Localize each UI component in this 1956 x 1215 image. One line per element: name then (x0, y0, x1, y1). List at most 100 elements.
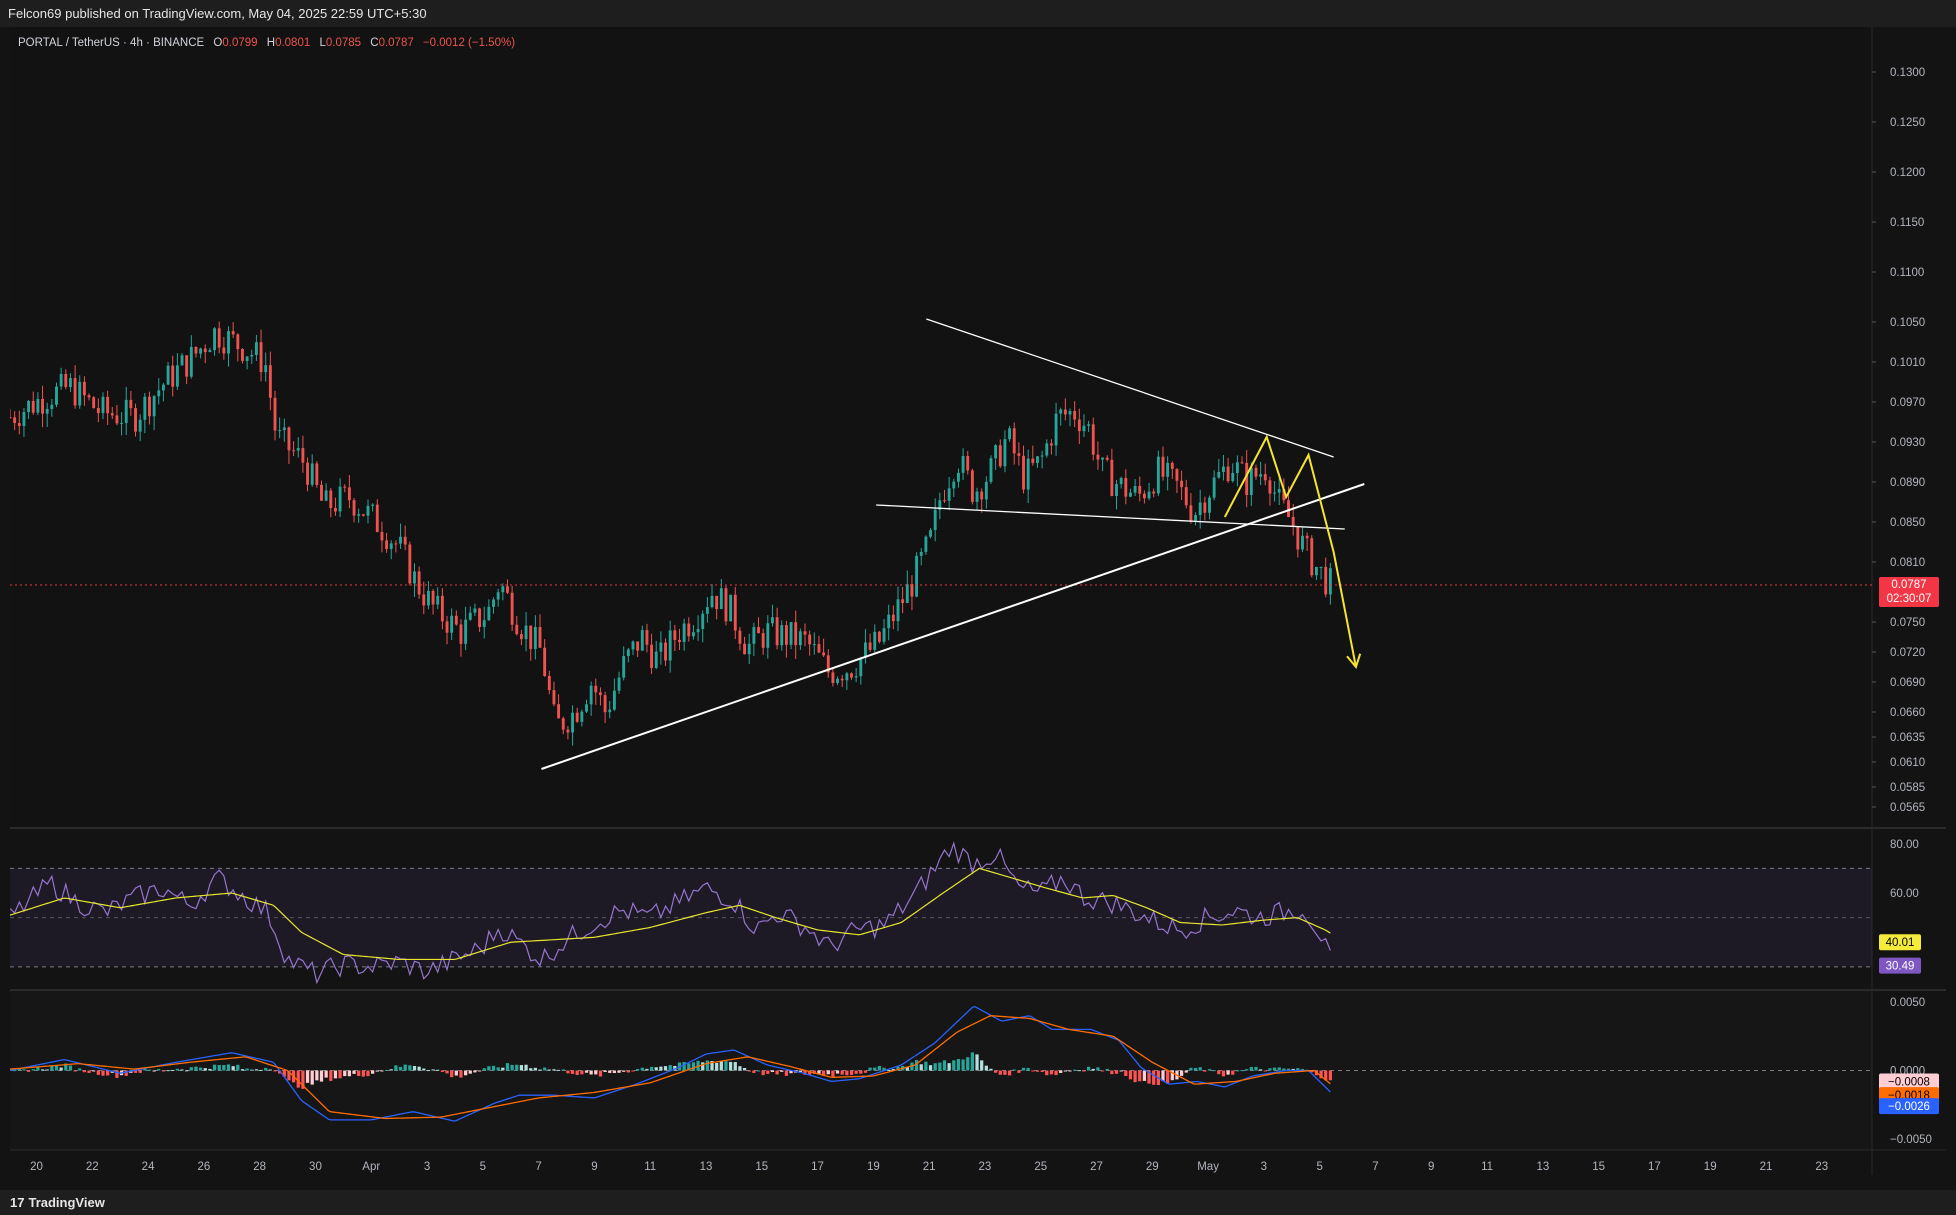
candle (273, 397, 277, 431)
candle (1226, 466, 1230, 482)
candle (1073, 410, 1077, 420)
candle (1328, 568, 1332, 595)
candle (241, 349, 244, 361)
candle (1147, 491, 1151, 499)
time-axis-label: 11 (1481, 1161, 1493, 1173)
candle (956, 472, 960, 482)
candle (361, 514, 365, 516)
candle (357, 514, 361, 516)
candle (612, 690, 616, 710)
candle (1301, 535, 1304, 550)
candle (1245, 463, 1249, 495)
macd-histogram-bar (747, 1070, 751, 1072)
macd-histogram-bar (296, 1070, 300, 1088)
macd-histogram-bar (389, 1069, 393, 1071)
candle (603, 695, 607, 713)
candle (408, 544, 412, 584)
macd-histogram-bar (198, 1067, 203, 1071)
candle (282, 427, 286, 431)
macd-histogram-bar (840, 1070, 844, 1075)
candle (761, 633, 765, 648)
chart-svg[interactable]: 0.1350 0.1300 0.1250 0.1200 0.1150 0.1100 0.10… (8, 17, 1956, 1190)
macd-histogram-bar (1161, 1070, 1165, 1082)
macd-histogram-bar (250, 1069, 254, 1071)
candle (1212, 477, 1216, 498)
candle (571, 712, 574, 733)
candle (403, 536, 407, 545)
time-axis-label: 27 (1090, 1161, 1103, 1173)
time-axis-label: 7 (535, 1161, 541, 1173)
macd-histogram-bar (236, 1064, 240, 1071)
candle (394, 543, 398, 545)
candle (389, 543, 393, 549)
chart-container[interactable]: 0.1350 0.1300 0.1250 0.1200 0.1150 0.1100 0.10… (8, 17, 1956, 1190)
macd-histogram-bar (515, 1064, 519, 1071)
macd-histogram-bar (989, 1068, 993, 1071)
candle (1208, 497, 1211, 513)
tradingview-logo[interactable]: 17 TradingView (10, 1195, 105, 1210)
rsi-ma-line (9, 867, 1331, 961)
candle (538, 627, 542, 648)
candle (189, 347, 193, 377)
macd-histogram-bar (1296, 1068, 1300, 1071)
macd-histogram-bar (477, 1070, 482, 1072)
macd-histogram-bar (1114, 1070, 1119, 1074)
macd-histogram-bar (1119, 1070, 1123, 1072)
last-price-countdown: 02:30:07 (1887, 593, 1932, 605)
candle (1008, 428, 1012, 440)
candle (817, 644, 821, 653)
price-pane[interactable] (10, 27, 1872, 827)
candle (822, 652, 826, 656)
macd-histogram-bar (1007, 1070, 1012, 1076)
candle (752, 627, 756, 644)
candle (464, 619, 468, 644)
time-axis-label: 30 (309, 1161, 322, 1173)
candle (515, 624, 519, 635)
macd-histogram-bar (1254, 1066, 1258, 1071)
candle (891, 614, 895, 622)
candle (1040, 455, 1044, 457)
candle (557, 704, 561, 719)
macd-histogram-bar (1263, 1070, 1267, 1072)
macd-histogram-bar (817, 1070, 821, 1074)
candle (984, 481, 988, 500)
macd-histogram-bar (780, 1070, 784, 1072)
candle (1054, 413, 1058, 446)
candle (1291, 517, 1295, 527)
macd-histogram-bar (333, 1070, 338, 1079)
candle (701, 613, 705, 630)
candle (543, 647, 547, 676)
macd-histogram-bar (384, 1069, 389, 1071)
legend-change: −0.0012 (−1.50%) (423, 37, 515, 49)
price-axis-label: 0.0585 (1890, 782, 1925, 794)
candle (161, 384, 165, 391)
price-axis-label: 0.1100 (1890, 267, 1924, 279)
macd-histogram-bar (728, 1061, 733, 1071)
macd-histogram-bar (408, 1065, 412, 1071)
time-axis-label: 23 (979, 1161, 992, 1173)
candle (1087, 424, 1091, 426)
price-axis-label: 0.1050 (1890, 317, 1925, 329)
candle (82, 381, 86, 396)
macd-histogram-bar (305, 1070, 310, 1083)
candle (1189, 505, 1193, 521)
macd-histogram-bar (347, 1070, 352, 1077)
macd-histogram-bar (1221, 1070, 1226, 1077)
macd-histogram-bar (463, 1070, 468, 1076)
signal-line (9, 1015, 1331, 1120)
candle (175, 365, 179, 387)
candle (854, 676, 858, 678)
macd-histogram-bar (1212, 1070, 1216, 1072)
candle (222, 347, 226, 354)
legend-symbol: PORTAL / TetherUS · 4h · BINANCE (18, 37, 205, 49)
legend-open: 0.0799 (222, 37, 257, 49)
macd-histogram-bar (417, 1066, 421, 1071)
macd-histogram-bar (770, 1070, 775, 1073)
macd-hist-value: −0.0008 (1888, 1076, 1930, 1088)
macd-histogram-bar (26, 1070, 31, 1072)
macd-histogram-bar (659, 1066, 663, 1071)
neckline-line (876, 504, 1345, 530)
macd-histogram-bar (580, 1070, 584, 1075)
candle (812, 644, 816, 646)
candle (1235, 462, 1239, 473)
